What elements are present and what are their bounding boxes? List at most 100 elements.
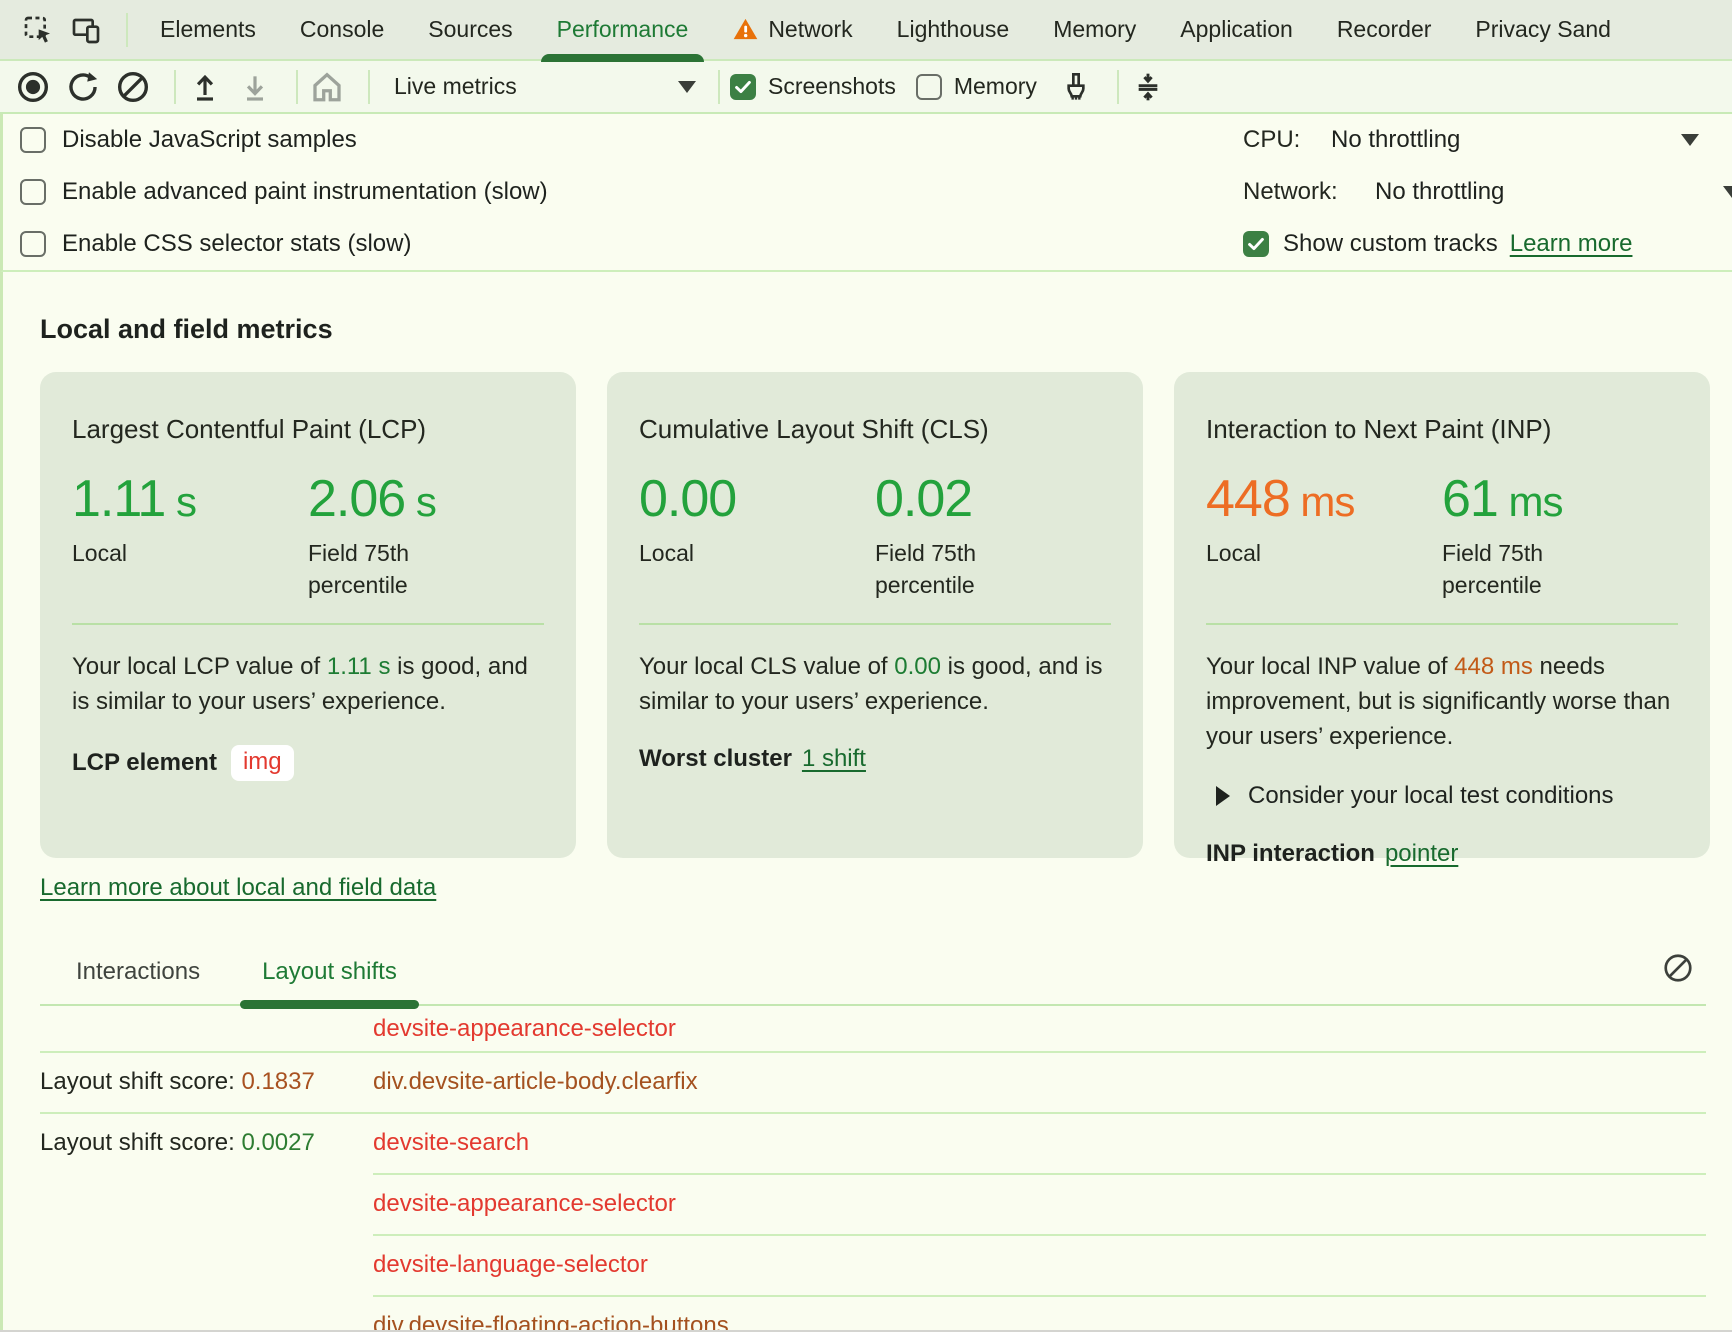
- tab-elements[interactable]: Elements: [138, 0, 278, 60]
- shift-element-link[interactable]: div.devsite-floating-action-buttons: [373, 1311, 729, 1332]
- css-selector-stats-row[interactable]: Enable CSS selector stats (slow): [20, 218, 1732, 270]
- memory-toggle[interactable]: Memory: [915, 73, 1037, 100]
- panel-mode-value: Live metrics: [394, 73, 517, 99]
- panel-mode-select[interactable]: Live metrics: [394, 73, 696, 100]
- cls-description: Your local CLS value of 0.00 is good, an…: [639, 653, 1103, 715]
- cls-inline-value: 0.00: [894, 653, 941, 680]
- tab-recorder[interactable]: Recorder: [1315, 0, 1454, 60]
- memory-label: Memory: [953, 73, 1037, 99]
- css-selector-stats-label: Enable CSS selector stats (slow): [62, 230, 412, 257]
- lcp-description: Your local LCP value of 1.11 s is good, …: [72, 653, 528, 715]
- tab-label: Application: [1180, 16, 1293, 42]
- show-custom-tracks-label: Show custom tracks: [1283, 230, 1498, 257]
- cls-field-value: 0.02: [875, 470, 973, 528]
- tab-label: Sources: [428, 16, 513, 42]
- card-divider: [639, 623, 1111, 625]
- inp-interaction-link[interactable]: pointer: [1384, 840, 1459, 867]
- toolbar-divider: [126, 12, 128, 47]
- circle-slash-icon: [1662, 952, 1694, 984]
- shortcut-dialog-button[interactable]: [1129, 68, 1167, 106]
- layout-shift-row: Layout shift score: 0.1837 div.devsite-a…: [40, 1051, 1706, 1112]
- tab-label: Privacy Sand: [1475, 16, 1611, 42]
- advanced-paint-row[interactable]: Enable advanced paint instrumentation (s…: [20, 166, 1732, 218]
- field-data-learn-more-link[interactable]: Learn more about local and field data: [40, 874, 437, 901]
- checkbox-checked-icon: [730, 73, 756, 100]
- local-test-conditions-disclosure[interactable]: Consider your local test conditions: [1206, 782, 1678, 810]
- load-profile-button[interactable]: [186, 68, 224, 106]
- tab-application[interactable]: Application: [1158, 0, 1315, 60]
- tab-label: Lighthouse: [896, 16, 1010, 42]
- record-icon: [16, 70, 50, 104]
- metric-cards: Largest Contentful Paint (LCP) 1.11 s Lo…: [40, 372, 1710, 867]
- field-label: Field 75th percentile: [308, 540, 410, 598]
- lcp-card-title: Largest Contentful Paint (LCP): [72, 414, 427, 444]
- cpu-throttling-select[interactable]: CPU: No throttling: [1243, 114, 1732, 166]
- inspect-cursor-icon: [22, 14, 54, 46]
- toggle-device-toolbar-button[interactable]: [68, 12, 104, 48]
- lcp-element-node-link[interactable]: img: [230, 745, 294, 781]
- shift-score-cell: Layout shift score: 0.0027: [40, 1128, 315, 1156]
- chevron-down-icon: [1723, 186, 1732, 198]
- clear-log-button[interactable]: [1662, 952, 1694, 984]
- advanced-paint-label: Enable advanced paint instrumentation (s…: [62, 178, 548, 205]
- toolbar-divider: [296, 69, 298, 104]
- tab-console[interactable]: Console: [278, 0, 406, 60]
- disable-js-samples-label: Disable JavaScript samples: [62, 126, 357, 153]
- inspect-element-button[interactable]: [20, 12, 56, 48]
- layout-shift-row: div.devsite-floating-action-buttons: [40, 1295, 1706, 1332]
- shift-element-link[interactable]: devsite-search: [373, 1128, 530, 1156]
- reload-and-record-button[interactable]: [64, 68, 102, 106]
- save-profile-button[interactable]: [236, 68, 274, 106]
- network-throttling-select[interactable]: Network: No throttling: [1243, 166, 1732, 218]
- record-button[interactable]: [14, 68, 52, 106]
- tab-privacy-sandbox[interactable]: Privacy Sand: [1453, 0, 1633, 60]
- shift-element-link[interactable]: devsite-language-selector: [373, 1250, 648, 1278]
- tab-lighthouse[interactable]: Lighthouse: [875, 0, 1032, 60]
- shift-element-link[interactable]: devsite-appearance-selector: [373, 1189, 676, 1217]
- screenshots-toggle[interactable]: Screenshots: [730, 73, 896, 100]
- disable-js-samples-row[interactable]: Disable JavaScript samples: [20, 114, 1732, 166]
- clear-button[interactable]: [114, 68, 152, 106]
- tab-label: Network: [768, 16, 853, 42]
- layout-shift-row: devsite-language-selector: [40, 1234, 1706, 1295]
- worst-cluster-row: Worst cluster 1 shift: [639, 745, 1111, 773]
- log-tab-bar: Interactions Layout shifts: [40, 954, 1706, 1009]
- home-button[interactable]: [308, 68, 346, 106]
- worst-cluster-link[interactable]: 1 shift: [801, 745, 866, 772]
- card-divider: [1206, 623, 1678, 625]
- checkbox-unchecked-icon: [20, 127, 46, 153]
- inp-local-value: 448 ms: [1206, 470, 1355, 528]
- toolbar-divider: [368, 69, 370, 104]
- shift-element-link[interactable]: div.devsite-article-body.clearfix: [373, 1067, 698, 1095]
- worst-cluster-label: Worst cluster: [639, 745, 792, 772]
- brush-icon: [1060, 71, 1092, 103]
- local-label: Local: [72, 540, 127, 566]
- tab-performance[interactable]: Performance: [535, 0, 711, 62]
- window-bottom-edge: [0, 1330, 1732, 1332]
- home-icon: [309, 69, 345, 105]
- inp-card: Interaction to Next Paint (INP) 448 ms L…: [1174, 372, 1710, 867]
- field-label: Field 75th percentile: [875, 540, 977, 598]
- inp-interaction-row: INP interaction pointer: [1206, 840, 1678, 868]
- shift-score-value: 0.0027: [241, 1128, 315, 1156]
- toolbar-divider: [1116, 69, 1119, 104]
- tab-sources[interactable]: Sources: [406, 0, 534, 60]
- tab-interactions[interactable]: Interactions: [60, 958, 216, 1004]
- circle-slash-icon: [116, 70, 150, 104]
- tab-memory[interactable]: Memory: [1031, 0, 1158, 60]
- show-custom-tracks-checkbox[interactable]: [1243, 231, 1269, 257]
- gc-button[interactable]: [1057, 68, 1095, 106]
- device-toolbar-icon: [70, 14, 102, 46]
- tab-network[interactable]: Network: [710, 0, 874, 60]
- cls-card: Cumulative Layout Shift (CLS) 0.00 Local…: [607, 372, 1143, 858]
- custom-tracks-learn-more-link[interactable]: Learn more: [1509, 230, 1633, 257]
- tab-label: Performance: [556, 16, 689, 42]
- triangle-right-icon: [1216, 786, 1230, 806]
- tab-layout-shifts[interactable]: Layout shifts: [240, 958, 419, 1009]
- field-label: Field 75th percentile: [1442, 540, 1544, 598]
- checkbox-unchecked-icon: [915, 73, 942, 100]
- local-label: Local: [639, 540, 694, 566]
- chevron-down-icon: [678, 80, 696, 93]
- screenshots-label: Screenshots: [768, 73, 896, 99]
- shift-element-link[interactable]: devsite-appearance-selector: [373, 1014, 676, 1042]
